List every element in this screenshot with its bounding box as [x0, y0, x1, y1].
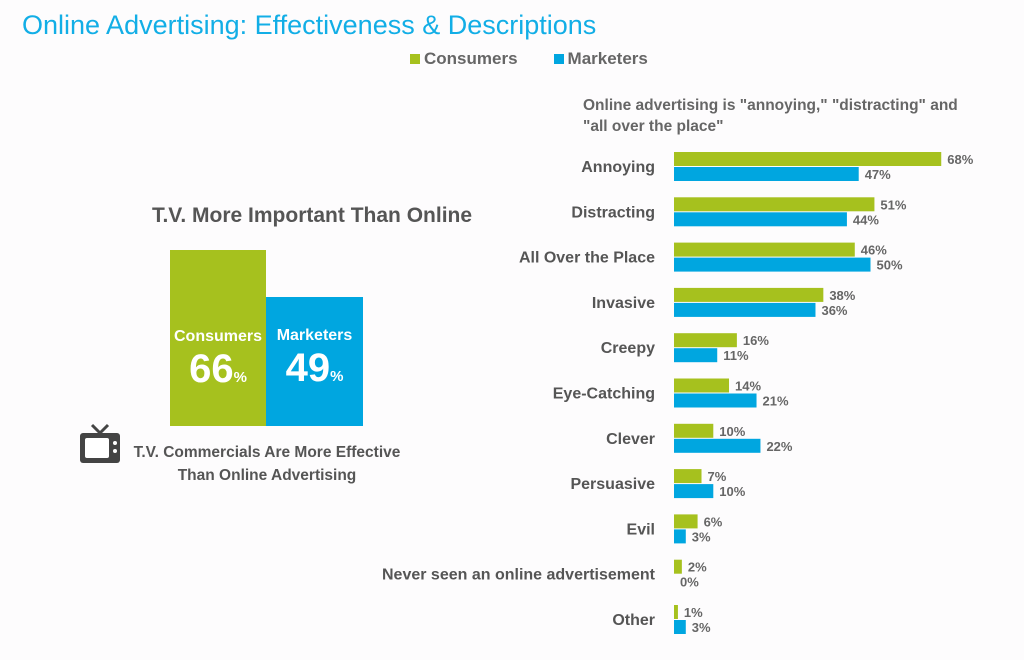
bar-consumers: [674, 514, 698, 529]
data-label: 38%: [829, 288, 855, 303]
data-label: 44%: [853, 212, 879, 227]
bar-marketers: [674, 393, 757, 408]
data-label: 21%: [763, 394, 789, 409]
data-label: 3%: [692, 620, 711, 635]
category-label: Other: [612, 612, 655, 629]
bar-consumers: [674, 378, 730, 393]
bar-consumers: [674, 333, 737, 348]
consumers-value: 66%: [170, 346, 266, 401]
bar-consumers: [674, 242, 855, 257]
data-label: 46%: [861, 243, 887, 258]
tv-caption-line2: Than Online Advertising: [177, 467, 357, 484]
chart-title-line2: "all over the place": [583, 118, 724, 135]
bar-marketers: [674, 257, 871, 272]
data-label: 1%: [684, 605, 703, 620]
legend-marketers: Marketers: [553, 49, 648, 69]
data-label: 50%: [877, 258, 903, 273]
category-label: Never seen an online advertisement: [382, 567, 656, 584]
category-label: Annoying: [581, 159, 655, 176]
category-label: Clever: [606, 431, 655, 448]
tv-icon: [80, 423, 120, 463]
bar-consumers: [674, 197, 875, 212]
consumers-number: 66: [189, 347, 234, 391]
data-label: 10%: [719, 424, 745, 439]
data-label: 11%: [723, 348, 749, 363]
data-label: 47%: [865, 167, 891, 182]
tv-panel-title: T.V. More Important Than Online: [151, 204, 473, 227]
category-label: Creepy: [601, 340, 655, 357]
chart-title-line1: Online advertising is "annoying," "distr…: [583, 97, 958, 114]
data-label: 3%: [692, 529, 711, 544]
bar-marketers: [674, 438, 761, 453]
tv-caption: T.V. Commercials Are More Effective Than…: [112, 441, 422, 487]
marketers-box: Marketers 49%: [266, 297, 363, 426]
consumers-label: Consumers: [173, 328, 263, 345]
bar-marketers: [674, 484, 714, 499]
data-label: 14%: [735, 379, 761, 394]
bar-marketers: [674, 620, 686, 634]
bar-consumers: [674, 152, 942, 166]
marketers-unit: %: [330, 368, 344, 385]
data-label: 2%: [688, 560, 707, 575]
data-label: 22%: [766, 439, 792, 454]
bar-consumers: [674, 605, 678, 619]
bar-consumers: [674, 469, 702, 484]
data-label: 36%: [821, 303, 847, 318]
category-label: Persuasive: [570, 476, 655, 493]
legend-swatch-marketers: [553, 54, 564, 64]
data-label: 16%: [743, 333, 769, 348]
legend: Consumers Marketers: [410, 49, 648, 69]
consumers-unit: %: [233, 369, 247, 386]
category-label: Distracting: [571, 204, 655, 221]
data-label: 51%: [880, 197, 906, 212]
legend-swatch-consumers: [410, 54, 420, 64]
data-label: 0%: [680, 575, 699, 590]
category-label: All Over the Place: [519, 250, 655, 267]
consumers-box: Consumers 66%: [170, 250, 266, 426]
marketers-value: 49%: [266, 345, 363, 400]
legend-label: Marketers: [567, 49, 648, 68]
bar-marketers: [674, 302, 816, 317]
data-label: 6%: [704, 514, 723, 529]
bar-consumers: [674, 423, 714, 438]
marketers-label: Marketers: [276, 327, 353, 344]
category-label: Invasive: [592, 295, 655, 312]
category-label: Evil: [627, 521, 655, 538]
bar-marketers: [674, 212, 847, 227]
bar-consumers: [674, 287, 824, 302]
chart-title: Online advertising is "annoying," "distr…: [583, 95, 1003, 137]
legend-consumers: Consumers: [410, 49, 518, 69]
data-label: 7%: [708, 469, 727, 484]
marketers-number: 49: [285, 346, 331, 390]
bar-consumers: [674, 559, 682, 574]
data-label: 10%: [719, 484, 745, 499]
legend-label: Consumers: [424, 49, 518, 68]
bar-marketers: [674, 529, 686, 544]
data-label: 68%: [947, 152, 973, 167]
category-label: Eye-Catching: [553, 386, 655, 403]
bar-marketers: [674, 348, 718, 363]
tv-caption-line1: T.V. Commercials Are More Effective: [133, 444, 401, 461]
page-title: Online Advertising: Effectiveness & Desc…: [22, 10, 597, 40]
bar-marketers: [674, 167, 859, 181]
